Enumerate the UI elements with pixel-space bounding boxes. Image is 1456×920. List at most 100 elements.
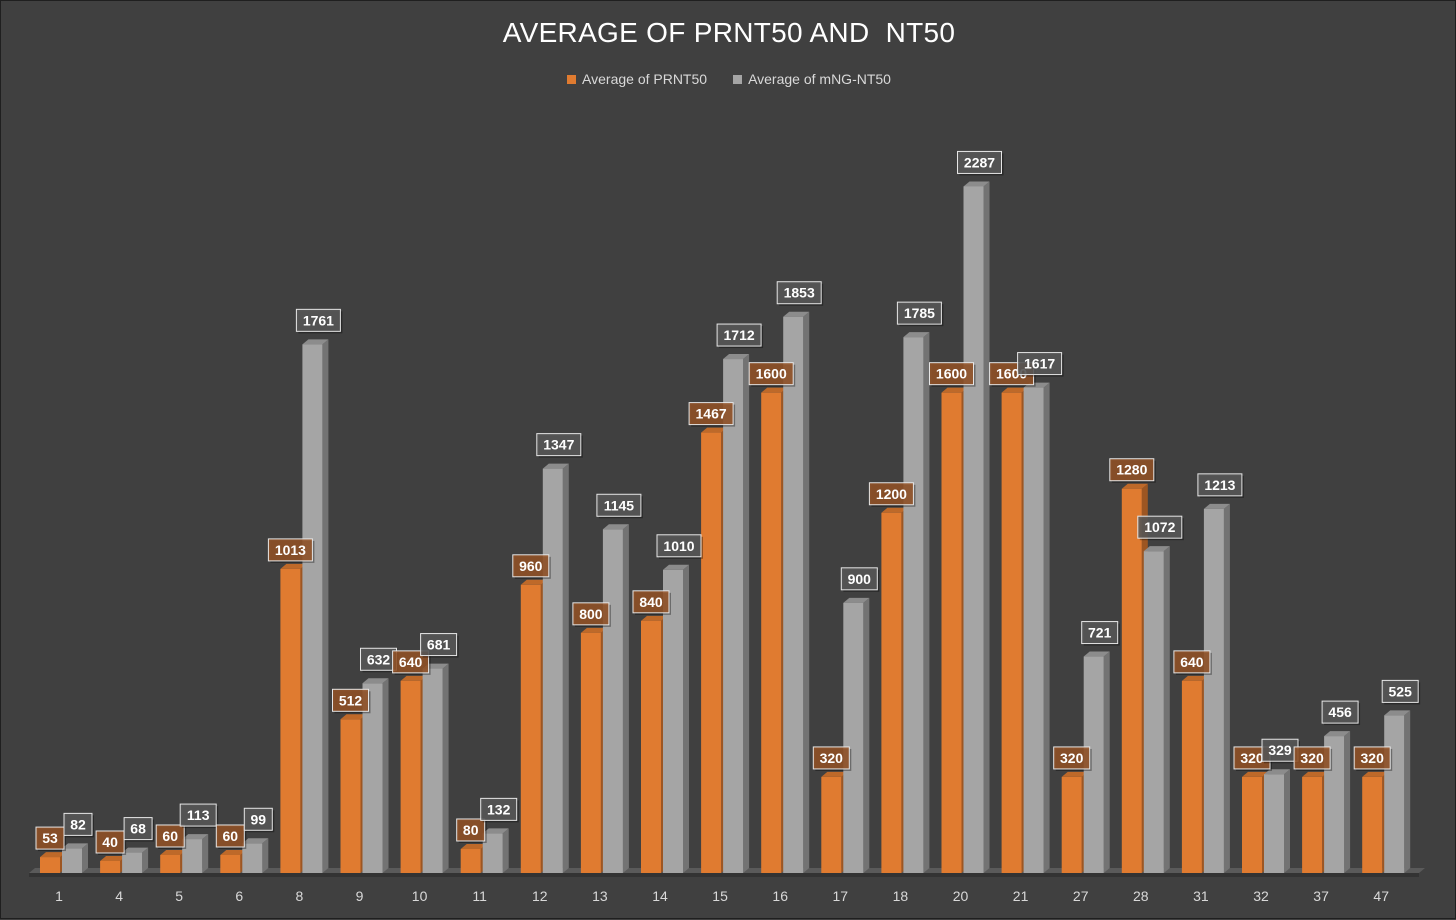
data-label-mng-nt50-31: 1213 (1197, 473, 1244, 498)
data-label-prnt50-4-box (95, 830, 125, 854)
bar-prnt50-27-top (1061, 771, 1088, 777)
bar-mng-nt50-4 (122, 847, 149, 873)
bar-mng-nt50-16-front (783, 316, 804, 874)
data-label-mng-nt50-37-box (1321, 700, 1359, 724)
bar-prnt50-10-front (400, 680, 421, 873)
data-label-prnt50-31: 640 (1173, 650, 1212, 675)
bar-mng-nt50-47 (1384, 710, 1411, 873)
bar-mng-nt50-4-side (142, 847, 149, 873)
data-label-mng-nt50-11-box (480, 797, 518, 821)
bar-mng-nt50-21-front (1023, 387, 1044, 873)
data-label-prnt50-15-box (688, 402, 734, 426)
data-label-prnt50-28-box (1109, 458, 1155, 482)
data-label-mng-nt50-10-text: 681 (427, 637, 451, 653)
bar-mng-nt50-27 (1083, 651, 1110, 873)
bar-prnt50-32-top (1242, 771, 1268, 777)
data-label-mng-nt50-27-text: 721 (1088, 625, 1112, 641)
data-label-mng-nt50-11: 132 (480, 797, 519, 823)
bar-prnt50-6-top (220, 849, 247, 855)
data-label-mng-nt50-4-box (123, 817, 153, 841)
bar-mng-nt50-9 (362, 678, 389, 873)
data-label-mng-nt50-8-box (295, 308, 341, 332)
bar-mng-nt50-47-top (1384, 710, 1411, 716)
chart-title: AVERAGE OF PRNT50 AND NT50 (502, 17, 956, 48)
x-tick-label-12: 12 (532, 888, 548, 904)
data-label-mng-nt50-31-box (1197, 473, 1243, 497)
data-label-mng-nt50-16-box (776, 281, 822, 305)
data-label-prnt50-1-text: 53 (42, 830, 58, 846)
data-label-prnt50-18-text: 1200 (876, 486, 907, 502)
x-tick-label-21: 21 (1013, 888, 1029, 904)
bar-prnt50-15-front (701, 432, 722, 873)
x-tick-label-47: 47 (1373, 888, 1389, 904)
bar-prnt50-28-top (1121, 483, 1148, 489)
data-label-prnt50-27: 320 (1053, 746, 1092, 771)
data-label-mng-nt50-37-text: 456 (1328, 704, 1352, 720)
data-label-prnt50-13-text: 800 (579, 606, 603, 622)
data-label-mng-nt50-15: 1712 (716, 323, 764, 349)
data-label-mng-nt50-27-box (1081, 621, 1119, 645)
data-label-mng-nt50-15-box (716, 323, 762, 347)
bar-prnt50-9-top (340, 714, 367, 720)
data-label-prnt50-28-text: 1280 (1116, 462, 1147, 478)
data-label-prnt50-47-text: 320 (1361, 750, 1385, 766)
x-tick-label-31: 31 (1193, 888, 1209, 904)
bar-mng-nt50-17-front (843, 602, 864, 873)
x-tick-label-32: 32 (1253, 888, 1269, 904)
bar-prnt50-16-front (761, 392, 782, 873)
bar-mng-nt50-31-top (1203, 503, 1230, 509)
data-label-prnt50-17-text: 320 (820, 750, 844, 766)
data-label-mng-nt50-5-box (179, 803, 217, 827)
data-label-prnt50-27-text: 320 (1060, 750, 1084, 766)
legend-label-mng-nt50: Average of mNG-NT50 (748, 71, 891, 87)
data-label-mng-nt50-32: 329 (1261, 738, 1300, 764)
x-tick-label-16: 16 (772, 888, 788, 904)
data-label-mng-nt50-47-text: 525 (1389, 683, 1413, 699)
bar-prnt50-10-top (400, 675, 427, 681)
x-tick-label-17: 17 (833, 888, 849, 904)
bar-prnt50-21-front (1001, 392, 1022, 873)
bar-prnt50-5-front (160, 854, 181, 873)
legend-label-prnt50: Average of PRNT50 (582, 71, 708, 87)
bar-mng-nt50-37-side (1344, 731, 1351, 873)
bar-mng-nt50-20-side (983, 181, 990, 873)
data-label-prnt50-32-text: 320 (1240, 750, 1264, 766)
data-label-prnt50-13: 800 (572, 602, 611, 627)
x-tick-label-11: 11 (472, 888, 487, 904)
data-label-mng-nt50-20: 2287 (957, 150, 1004, 176)
bar-prnt50-4-front (100, 860, 121, 873)
bar-mng-nt50-18-front (903, 337, 924, 873)
data-label-prnt50-47-box (1353, 746, 1391, 770)
data-label-mng-nt50-20-text: 2287 (964, 154, 995, 170)
bar-prnt50-47-top (1362, 771, 1389, 777)
data-label-mng-nt50-12-text: 1347 (543, 437, 574, 453)
data-label-mng-nt50-21: 1617 (1017, 352, 1064, 377)
bar-mng-nt50-21 (1023, 382, 1050, 873)
bar-prnt50-15-top (701, 427, 728, 433)
data-label-mng-nt50-13: 1145 (596, 493, 643, 519)
data-label-mng-nt50-21-box (1017, 352, 1063, 376)
data-label-prnt50-12-box (512, 554, 550, 578)
data-label-mng-nt50-13-box (596, 493, 642, 517)
bar-mng-nt50-20-front (963, 186, 984, 873)
data-label-prnt50-31-box (1173, 650, 1211, 674)
legend-item-prnt50: Average of PRNT50 (567, 71, 707, 87)
data-label-prnt50-8-text: 1013 (275, 542, 306, 558)
bar-mng-nt50-5-side (202, 834, 209, 873)
data-label-prnt50-15-text: 1467 (696, 406, 727, 422)
bar-prnt50-18-top (881, 507, 908, 513)
data-label-mng-nt50-18: 1785 (896, 301, 944, 327)
bar-mng-nt50-1-top (62, 843, 88, 849)
bar-mng-nt50-5-front (182, 839, 203, 873)
data-label-prnt50-4: 40 (95, 830, 127, 855)
bar-mng-nt50-15-top (723, 354, 750, 360)
data-label-prnt50-6: 60 (215, 824, 247, 849)
bar-mng-nt50-14-front (663, 569, 683, 873)
bar-mng-nt50-16-top (783, 311, 810, 317)
data-label-mng-nt50-6-box (243, 807, 273, 831)
bar-mng-nt50-27-side (1103, 651, 1110, 873)
bar-mng-nt50-31-side (1223, 503, 1230, 873)
chart-floor-edge (29, 873, 1419, 877)
bar-mng-nt50-13-side (622, 524, 629, 873)
data-label-mng-nt50-32-text: 329 (1268, 742, 1292, 758)
